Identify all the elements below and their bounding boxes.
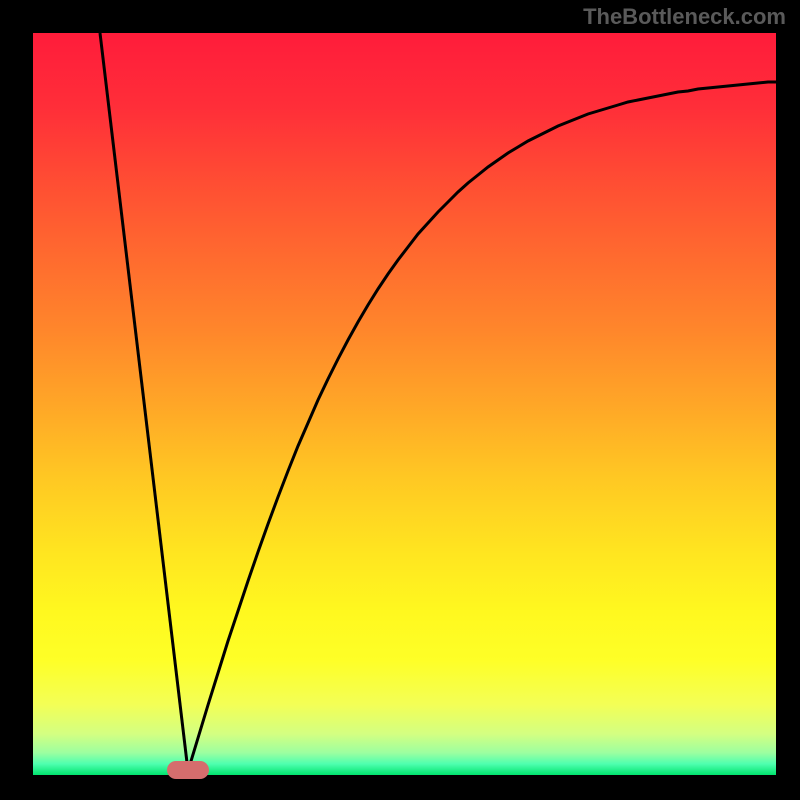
watermark-text: TheBottleneck.com [583, 4, 786, 30]
curve-left-segment [100, 33, 188, 771]
chart-container: TheBottleneck.com [0, 0, 800, 800]
plot-area [33, 33, 776, 775]
curve-right-segment [188, 82, 776, 771]
curve-layer [33, 33, 776, 775]
minimum-marker [167, 761, 209, 779]
